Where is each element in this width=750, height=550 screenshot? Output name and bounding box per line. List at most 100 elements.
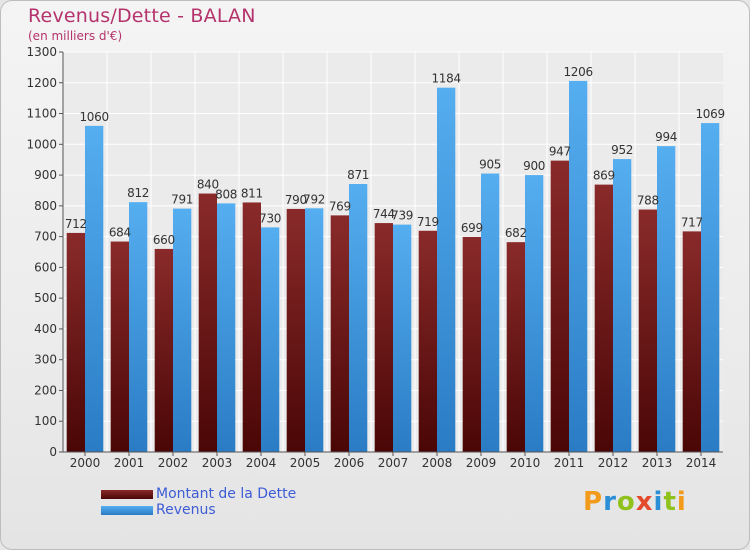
logo-letter: x: [635, 487, 654, 517]
data-label-dette: 682: [505, 226, 527, 240]
data-label-dette: 811: [241, 186, 263, 200]
logo-letter: o: [616, 487, 636, 517]
bar-dette: [506, 242, 525, 452]
x-tick-label: 2010: [510, 456, 541, 470]
logo-letter: t: [663, 487, 677, 517]
bar-revenus: [701, 123, 720, 453]
data-label-revenus: 905: [479, 158, 501, 172]
x-tick-label: 2000: [70, 456, 101, 470]
y-tick-label: 500: [34, 291, 57, 305]
x-tick-label: 2009: [466, 456, 497, 470]
logo-letter: P: [583, 487, 604, 517]
data-label-dette: 744: [373, 207, 395, 221]
x-tick-label: 2013: [642, 456, 673, 470]
chart-title: Revenus/Dette - BALAN: [28, 5, 256, 27]
legend-swatch-dette: [101, 490, 153, 499]
proxiti-logo: Proxiti: [583, 487, 687, 517]
y-tick-label: 600: [34, 260, 57, 274]
x-tick-label: 2012: [598, 456, 629, 470]
y-tick-label: 100: [34, 414, 57, 428]
bar-revenus: [173, 208, 192, 452]
x-tick-label: 2014: [686, 456, 717, 470]
data-label-dette: 788: [637, 194, 659, 208]
y-tick-label: 400: [34, 322, 57, 336]
y-tick-label: 1000: [26, 137, 57, 151]
data-label-revenus: 791: [171, 193, 193, 207]
bar-dette: [682, 231, 701, 452]
y-tick-label: 300: [34, 353, 57, 367]
x-tick-label: 2001: [114, 456, 145, 470]
bar-revenus: [437, 87, 456, 452]
data-label-dette: 947: [549, 145, 571, 159]
legend-label-revenus: Revenus: [156, 502, 216, 518]
x-tick-label: 2004: [246, 456, 277, 470]
y-tick-label: 900: [34, 168, 57, 182]
data-label-dette: 684: [109, 226, 131, 240]
bar-revenus: [657, 146, 676, 452]
y-tick-label: 700: [34, 230, 57, 244]
bars: [66, 80, 720, 453]
bar-revenus: [613, 159, 632, 453]
x-tick-label: 2002: [158, 456, 189, 470]
y-tick-label: 1100: [26, 107, 57, 121]
bar-dette: [66, 232, 85, 452]
bar-dette: [242, 202, 261, 452]
data-label-revenus: 792: [303, 192, 325, 206]
bar-revenus: [305, 208, 324, 452]
logo-letter: r: [603, 487, 617, 517]
x-tick-label: 2007: [378, 456, 409, 470]
x-tick-label: 2011: [554, 456, 585, 470]
data-label-dette: 699: [461, 221, 483, 235]
data-label-revenus: 812: [127, 186, 149, 200]
y-tick-label: 1300: [26, 45, 57, 59]
data-label-revenus: 808: [215, 187, 237, 201]
bar-dette: [286, 208, 305, 452]
data-label-revenus: 952: [611, 143, 633, 157]
y-tick-label: 200: [34, 383, 57, 397]
data-label-dette: 712: [65, 217, 87, 231]
bar-dette: [594, 184, 613, 452]
bar-dette: [638, 209, 657, 452]
data-label-revenus: 994: [655, 130, 677, 144]
bar-dette: [550, 160, 569, 452]
x-tick-label: 2006: [334, 456, 365, 470]
data-label-revenus: 730: [259, 211, 281, 225]
bar-dette: [462, 236, 481, 452]
data-label-dette: 869: [593, 169, 615, 183]
data-label-revenus: 900: [523, 159, 545, 173]
bar-dette: [330, 215, 349, 452]
y-tick-label: 0: [49, 445, 57, 459]
axes: 0 100 200 300 400 500 600 700 800 900 1000 1100 1200…: [26, 45, 723, 470]
bar-revenus: [261, 227, 280, 452]
data-label-revenus: 1069: [695, 107, 724, 121]
data-label-revenus: 739: [391, 209, 413, 223]
data-label-revenus: 1206: [563, 65, 592, 79]
data-label-revenus: 871: [347, 168, 369, 182]
bar-revenus: [85, 125, 104, 452]
data-label-dette: 840: [197, 178, 219, 192]
data-label-dette: 660: [153, 233, 175, 247]
x-tick-label: 2005: [290, 456, 321, 470]
data-label-revenus: 1184: [431, 72, 460, 86]
bar-dette: [374, 223, 393, 452]
bar-revenus: [481, 173, 500, 453]
x-tick-label: 2003: [202, 456, 233, 470]
chart-subtitle: (en milliers d'€): [28, 29, 123, 43]
y-tick-label: 1200: [26, 76, 57, 90]
bar-revenus: [129, 202, 148, 452]
data-label-dette: 717: [681, 215, 703, 229]
bar-dette: [110, 241, 129, 452]
legend-swatch-revenus: [101, 506, 153, 515]
bar-revenus: [349, 184, 368, 452]
y-tick-label: 800: [34, 199, 57, 213]
bar-revenus: [217, 203, 236, 452]
data-label-dette: 769: [329, 199, 351, 213]
logo-letter: i: [676, 487, 687, 517]
legend-label-dette: Montant de la Dette: [156, 486, 297, 502]
logo-letter: i: [653, 487, 664, 517]
data-label-dette: 719: [417, 215, 439, 229]
bar-revenus: [525, 175, 544, 453]
